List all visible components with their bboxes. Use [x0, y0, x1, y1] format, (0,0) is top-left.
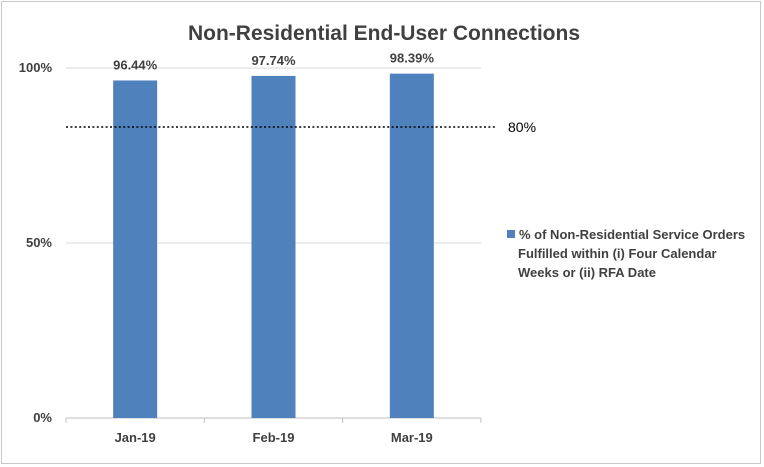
- legend-label: Weeks or (ii) RFA Date: [518, 265, 656, 280]
- chart-title: Non-Residential End-User Connections: [188, 22, 580, 45]
- bar-value-label: 98.39%: [390, 51, 435, 66]
- target-label: 80%: [508, 119, 536, 135]
- bar: [251, 75, 296, 418]
- axes: 0% 50% 100% Jan-19 Feb-19 Mar-19: [19, 60, 482, 445]
- legend-swatch: [507, 230, 515, 238]
- legend: % of Non-Residential Service Orders Fulfi…: [507, 227, 745, 280]
- target-line-group: 80%: [66, 119, 536, 135]
- bar-value-label: 97.74%: [251, 53, 296, 68]
- y-tick-label: 0%: [33, 410, 52, 425]
- y-tick-label: 50%: [26, 235, 52, 250]
- legend-label: Fulfilled within (i) Four Calendar: [518, 246, 717, 261]
- x-tick-label: Mar-19: [391, 430, 433, 445]
- legend-label: % of Non-Residential Service Orders: [519, 227, 745, 242]
- bars: [113, 73, 434, 419]
- bar-value-label: 96.44%: [113, 57, 158, 72]
- x-tick-label: Feb-19: [253, 430, 295, 445]
- y-tick-label: 100%: [19, 60, 53, 75]
- data-labels: 96.44% 97.74% 98.39%: [113, 51, 434, 73]
- bar: [113, 80, 158, 419]
- bar: [389, 73, 434, 418]
- x-tick-label: Jan-19: [115, 430, 156, 445]
